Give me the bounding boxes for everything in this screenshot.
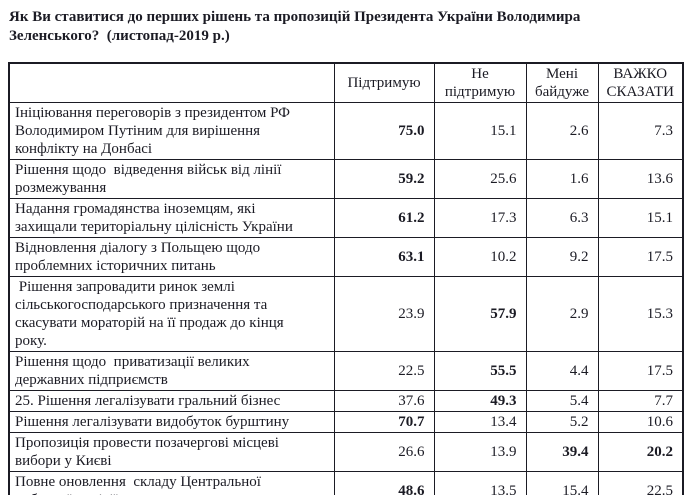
value-cell: 15.4 [525,471,599,495]
question-cell: Рішення щодо приватизації великих держав… [8,351,335,391]
value-cell: 6.3 [525,198,599,238]
value-cell: 10.2 [433,237,527,277]
value-cell: 5.4 [525,390,599,412]
value-cell: 5.2 [525,411,599,433]
table-row: Рішення запровадити ринок землі сільсько… [8,276,684,352]
question-cell: 25. Рішення легалізувати гральний бізнес [8,390,335,412]
column-header-hard-to-say: ВАЖКО СКАЗАТИ [597,62,684,103]
value-cell: 63.1 [333,237,435,277]
table-row: Рішення щодо приватизації великих держав… [8,351,684,391]
value-cell: 55.5 [433,351,527,391]
question-cell: Відновлення діалогу з Польщею щодо пробл… [8,237,335,277]
value-cell: 13.9 [433,432,527,472]
value-cell: 37.6 [333,390,435,412]
value-cell: 9.2 [525,237,599,277]
value-cell: 70.7 [333,411,435,433]
value-cell: 4.4 [525,351,599,391]
value-cell: 25.6 [433,159,527,199]
table-row: Рішення легалізувати видобуток бурштину … [8,411,684,433]
value-cell: 7.7 [597,390,684,412]
value-cell: 61.2 [333,198,435,238]
question-cell: Пропозиція провести позачергові місцеві … [8,432,335,472]
question-cell: Ініціювання переговорів з президентом РФ… [8,102,335,160]
value-cell: 2.9 [525,276,599,352]
value-cell: 15.1 [433,102,527,160]
table-row: 25. Рішення легалізувати гральний бізнес… [8,390,684,412]
question-cell: Повне оновлення складу Центральної вибор… [8,471,335,495]
value-cell: 22.5 [597,471,684,495]
value-cell: 22.5 [333,351,435,391]
column-header-support: Підтримую [333,62,435,103]
value-cell: 17.5 [597,351,684,391]
value-cell: 75.0 [333,102,435,160]
value-cell: 48.6 [333,471,435,495]
question-cell: Рішення легалізувати видобуток бурштину [8,411,335,433]
value-cell: 39.4 [525,432,599,472]
value-cell: 59.2 [333,159,435,199]
value-cell: 15.3 [597,276,684,352]
value-cell: 57.9 [433,276,527,352]
value-cell: 7.3 [597,102,684,160]
question-cell: Рішення запровадити ринок землі сільсько… [8,276,335,352]
question-cell: Рішення щодо відведення військ від лінії… [8,159,335,199]
value-cell: 13.6 [597,159,684,199]
value-cell: 23.9 [333,276,435,352]
value-cell: 2.6 [525,102,599,160]
question-cell: Надання громадянства іноземцям, які захи… [8,198,335,238]
value-cell: 49.3 [433,390,527,412]
value-cell: 17.3 [433,198,527,238]
table-row: Ініціювання переговорів з президентом РФ… [8,102,684,160]
value-cell: 13.5 [433,471,527,495]
table-row: Пропозиція провести позачергові місцеві … [8,432,684,472]
page-title: Як Ви ставитися до перших рішень та проп… [9,9,581,44]
value-cell: 13.4 [433,411,527,433]
value-cell: 17.5 [597,237,684,277]
value-cell: 20.2 [597,432,684,472]
table-row: Рішення щодо відведення військ від лінії… [8,159,684,199]
column-header-indifferent: Мені байдуже [525,62,599,103]
column-header-not-support: Не підтримую [433,62,527,103]
value-cell: 15.1 [597,198,684,238]
value-cell: 10.6 [597,411,684,433]
corner-cell [8,62,335,103]
value-cell: 26.6 [333,432,435,472]
table-row: Відновлення діалогу з Польщею щодо пробл… [8,237,684,277]
survey-results-table: Підтримую Не підтримую Мені байдуже ВАЖК… [8,62,684,495]
table-row: Надання громадянства іноземцям, які захи… [8,198,684,238]
value-cell: 1.6 [525,159,599,199]
header-row: Підтримую Не підтримую Мені байдуже ВАЖК… [8,62,684,103]
table-row: Повне оновлення складу Центральної вибор… [8,471,684,495]
